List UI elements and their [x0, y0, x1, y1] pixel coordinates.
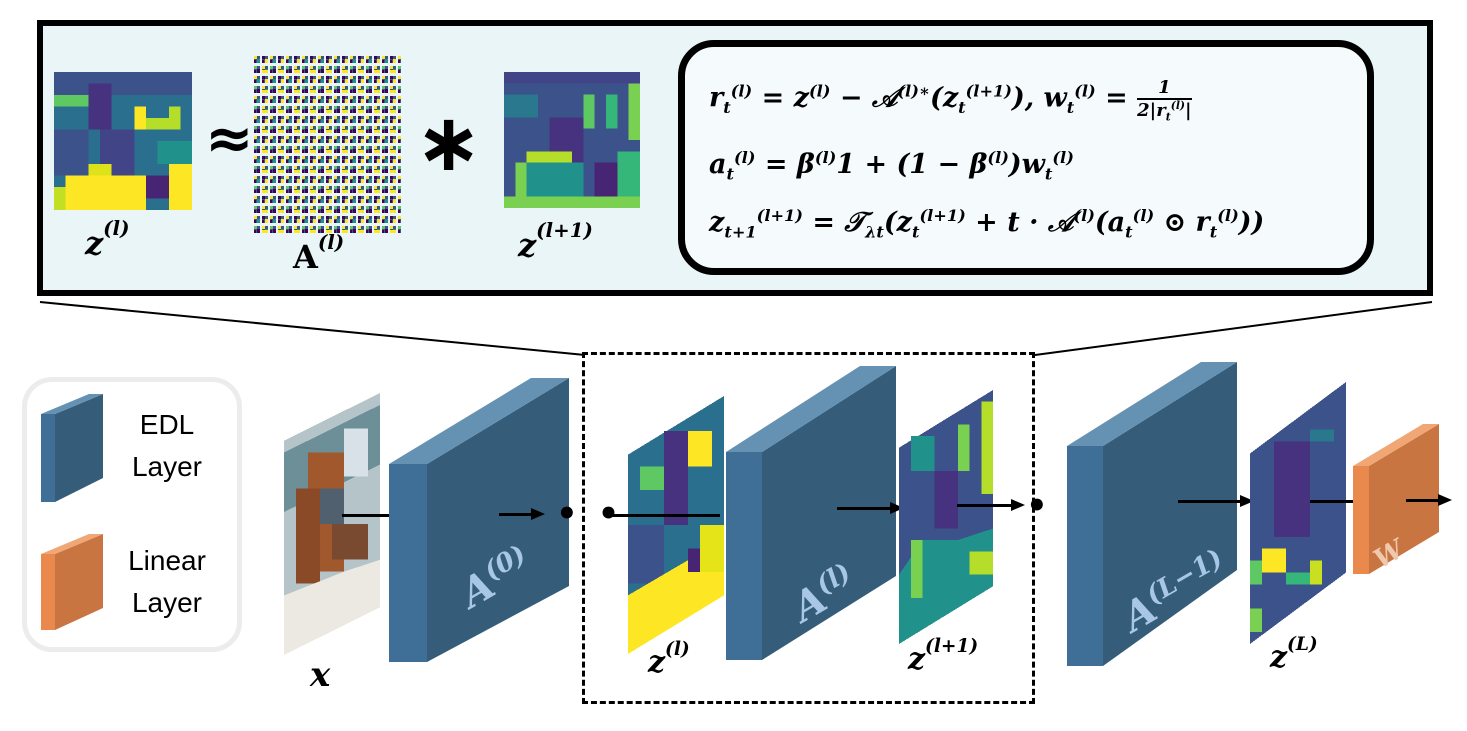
edl-block-A-l: [726, 366, 896, 660]
legend-edl-line2: Layer: [131, 451, 203, 482]
z-l-label-sup: (l): [103, 216, 130, 241]
z-l-plus-1-bottom-base: z: [908, 642, 926, 677]
z-L-label-base: z: [1270, 640, 1288, 675]
equations-box: rt(l) = z(l) − 𝒜(l)∗(zt(l+1)), wt(l) = 1…: [678, 40, 1374, 275]
approx-symbol: ≈: [205, 104, 254, 172]
z-l-plus-1-bottom-sup: (l+1): [925, 635, 979, 657]
dictionary-label: A(l): [293, 232, 344, 276]
feature-map-z-l-plus-1: [899, 390, 993, 644]
arrow-A0-out: [499, 513, 533, 516]
legend-linear-line2: Layer: [131, 587, 203, 618]
equation-a-update: at(l) = β(l)1 + (1 − β(l))wt(l): [709, 148, 1074, 184]
z-l-label-base: z: [85, 224, 104, 262]
focus-region-dashed-box: [582, 352, 1035, 704]
arrow-A-L-minus-1-out: [1178, 500, 1242, 503]
legend-linear-label: Linear Layer: [107, 540, 227, 624]
z-L-label-sup: (L): [1287, 633, 1318, 655]
edl-block-A0: [389, 378, 569, 662]
arrow-W-out: [1406, 499, 1440, 502]
z-l-bottom-label: z(l): [648, 640, 690, 680]
arrow-A-l-out: [837, 507, 893, 510]
dictionary-atoms-grid: [253, 55, 401, 235]
arrow-z-l-plus-1-out: [957, 504, 1013, 507]
feature-map-z-l: [628, 396, 724, 654]
dictionary-label-sup: (l): [317, 230, 345, 255]
arrow-head-A0: [531, 508, 545, 520]
arrow-head-z-l-plus-1: [1011, 499, 1025, 511]
input-image-x: [284, 393, 380, 655]
convolution-symbol: ∗: [415, 96, 483, 189]
feature-map-z-L: [1250, 382, 1346, 644]
blue-block-icon: [41, 394, 103, 502]
z-l-bottom-sup: (l): [665, 638, 690, 660]
z-l-label: z(l): [85, 218, 129, 262]
connector-to-A-l: [610, 514, 720, 517]
feature-map-z-l-plus-1-image: [504, 72, 640, 208]
z-l-plus-1-bottom-label: z(l+1): [908, 637, 978, 677]
legend-linear-line1: Linear: [128, 545, 206, 576]
z-l-plus-1-label-sup: (l+1): [536, 218, 593, 243]
linear-block-W: [1353, 424, 1439, 574]
legend: EDL Layer Linear Layer: [22, 377, 242, 652]
connector-z-L-to-W: [1310, 500, 1360, 503]
connector-x-to-A0: [342, 514, 392, 517]
z-l-bottom-base: z: [648, 645, 666, 680]
feature-map-z-l-image: [54, 72, 192, 210]
equation-residual-weight: rt(l) = z(l) − 𝒜(l)∗(zt(l+1)), wt(l) = 1…: [709, 77, 1192, 124]
z-l-plus-1-label: z(l+1): [518, 220, 593, 264]
legend-edl-label: EDL Layer: [107, 404, 227, 488]
edl-block-A-L-minus-1: [1067, 362, 1237, 666]
dictionary-label-base: A: [293, 238, 318, 276]
legend-edl-line1: EDL: [139, 409, 195, 440]
input-x-label: x: [310, 655, 331, 695]
z-l-plus-1-label-base: z: [518, 226, 537, 264]
z-L-label: z(L): [1270, 635, 1318, 675]
arrow-head-W: [1438, 494, 1452, 506]
orange-block-icon: [41, 534, 103, 630]
equation-z-update: zt+1(l+1) = 𝒯λt(zt(l+1) + t · 𝒜(l)(at(l)…: [709, 206, 1265, 242]
